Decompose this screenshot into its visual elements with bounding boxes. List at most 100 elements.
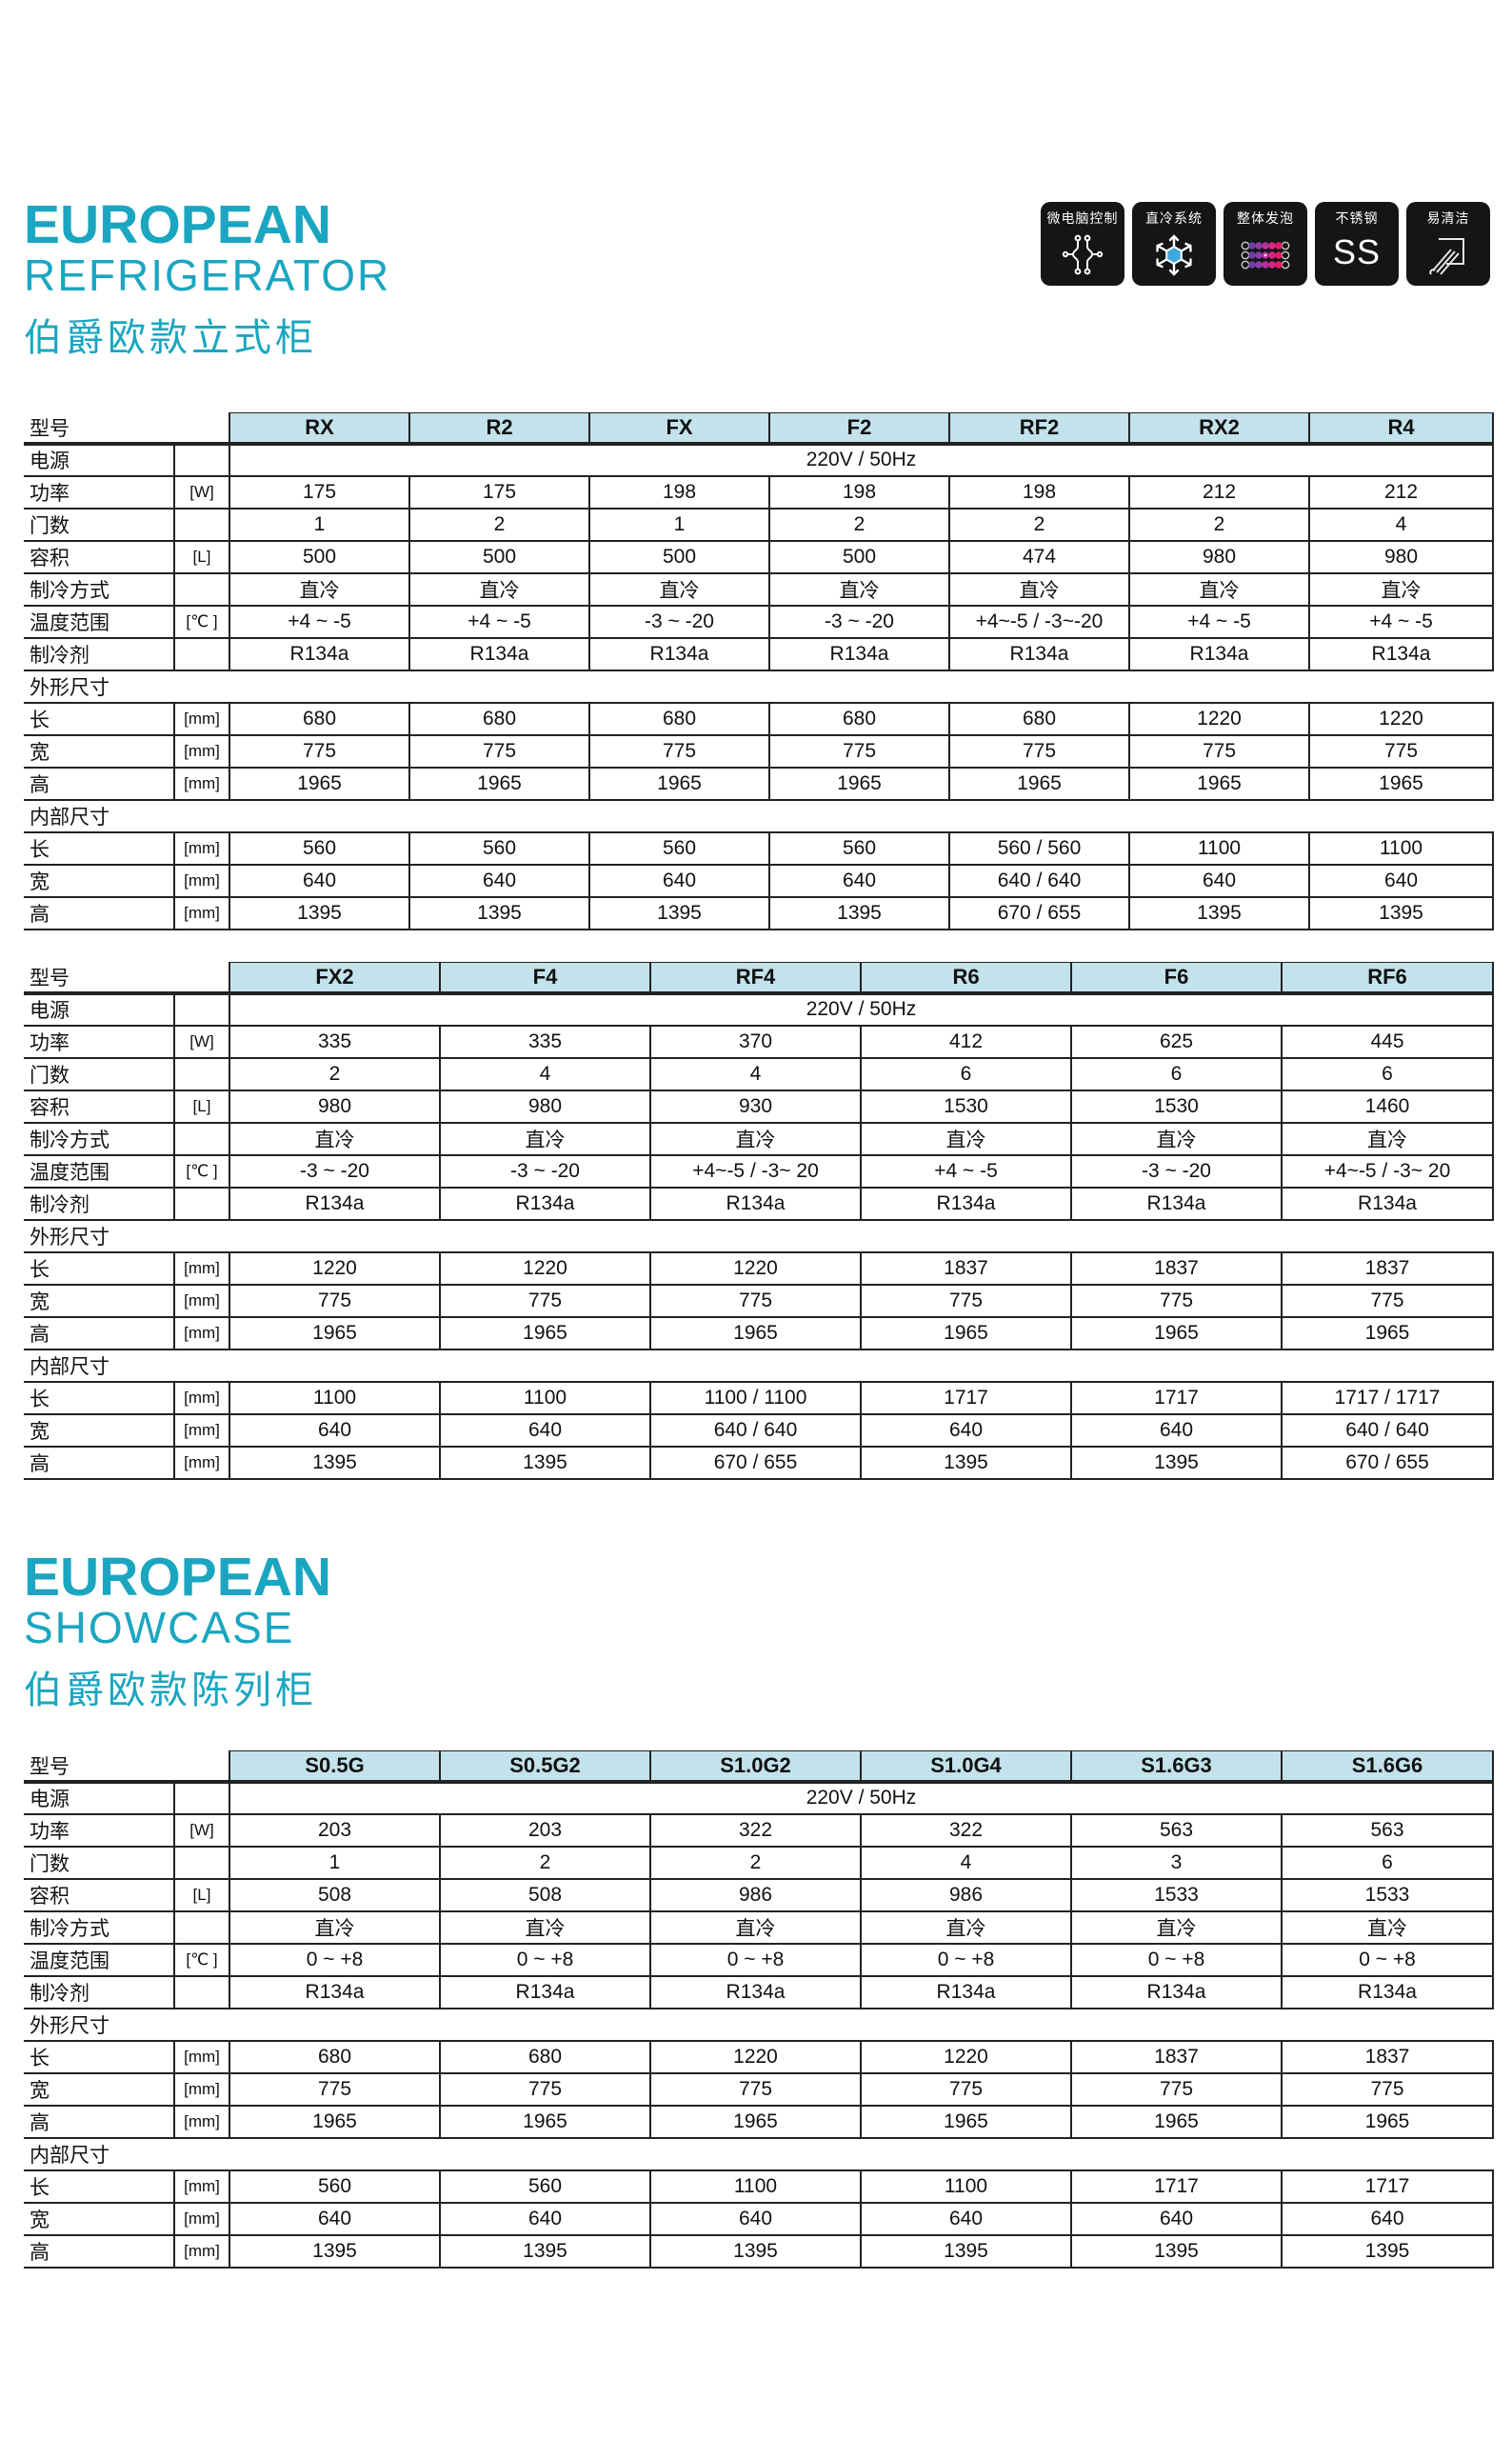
value-cell: 2 [769, 508, 950, 542]
value-cell: 1965 [861, 1316, 1072, 1350]
value-cell: 980 [1129, 540, 1310, 574]
unit-cell [174, 1910, 230, 1945]
unit-cell: [℃ ] [174, 605, 230, 639]
row-label-cell: 电源 [24, 443, 175, 477]
row-label-cell: 功率 [24, 1025, 175, 1059]
value-cell: 445 [1282, 1025, 1494, 1059]
spec-table: 型号 S0.5G S0.5G2 S1.0G2 S1.0G4 S1.6G3 S1.6G6 电源 2… [24, 1750, 1494, 2269]
value-cell: 775 [229, 1284, 441, 1318]
spec-row: 温度范围 [℃ ] -3 ~ -20 -3 ~ -20 +4~-5 / -3~ 20 +4… [24, 1154, 1494, 1189]
value-cell: 直冷 [650, 1122, 862, 1156]
value-cell: 203 [229, 1813, 441, 1848]
value-cell: 175 [409, 475, 590, 510]
unit-cell [174, 572, 230, 607]
unit-cell [174, 1846, 230, 1880]
value-cell: 直冷 [1309, 572, 1494, 607]
value-cell: 775 [229, 734, 410, 769]
value-cell: 474 [949, 540, 1130, 574]
value-cell: 1965 [1129, 767, 1310, 801]
ss-text: SS [1332, 232, 1382, 271]
unit-cell: [W] [174, 475, 230, 510]
value-cell: 1220 [229, 1251, 441, 1286]
model-header-cell: RF2 [948, 412, 1129, 446]
value-cell: -3 ~ -20 [1071, 1154, 1283, 1189]
value-cell: +4~-5 / -3~-20 [949, 605, 1130, 639]
value-cell: 1837 [1282, 1251, 1494, 1286]
value-cell: 1965 [440, 1316, 651, 1350]
badge-label: 直冷系统 [1145, 210, 1203, 226]
value-cell: 1965 [1309, 767, 1494, 801]
unit-cell: [mm] [174, 2105, 230, 2139]
unit-cell [174, 443, 230, 477]
row-label-cell: 高 [24, 1316, 175, 1350]
value-cell: 412 [861, 1025, 1072, 1059]
value-cell: 1220 [650, 2040, 862, 2074]
value-cell: 6 [1282, 1057, 1494, 1091]
value-cell: R134a [229, 1975, 441, 2009]
value-cell: 640 [1071, 2202, 1283, 2236]
refrigerator-spec-table-2: 型号 FX2 F4 RF4 R6 F6 RF6 电源 220V / 50Hz 功率 [W] 335 33… [24, 962, 1494, 1480]
value-cell: 1965 [1282, 1316, 1494, 1350]
value-cell: 175 [229, 475, 410, 510]
value-cell: R134a [1129, 637, 1310, 671]
value-cell: 640 [409, 864, 590, 898]
value-cell: +4 ~ -5 [861, 1154, 1072, 1189]
model-header-cell: FX [588, 412, 769, 446]
value-cell: 1100 [229, 1381, 441, 1415]
row-label-cell: 长 [24, 831, 175, 866]
spec-row: 高 [mm] 1965 1965 1965 1965 1965 1965 [24, 1316, 1494, 1350]
section2-title-line2: SHOWCASE [24, 1603, 295, 1652]
row-label-cell: 宽 [24, 2072, 175, 2107]
snowflake-icon [1132, 225, 1216, 286]
value-cell: 1965 [650, 1316, 862, 1350]
value-cell: 500 [229, 540, 410, 574]
value-cell: 986 [650, 1878, 862, 1912]
model-row-label: 型号 [24, 412, 229, 446]
row-label-cell: 宽 [24, 2202, 175, 2236]
value-cell: 775 [861, 2072, 1072, 2107]
row-label-cell: 高 [24, 2105, 175, 2139]
value-cell: 198 [589, 475, 770, 510]
value-cell: 1395 [409, 896, 590, 930]
model-header-cell: FX2 [229, 962, 440, 995]
value-cell: 直冷 [949, 572, 1130, 607]
spec-row: 外形尺寸 [24, 2008, 1493, 2042]
value-cell: 直冷 [1071, 1122, 1283, 1156]
value-cell: 1965 [949, 767, 1130, 801]
value-cell: 322 [650, 1813, 862, 1848]
value-cell: 640 [861, 1413, 1072, 1448]
power-supply-value-cell: 220V / 50Hz [229, 992, 1494, 1027]
row-label-cell: 宽 [24, 734, 175, 769]
value-cell: 直冷 [1282, 1122, 1494, 1156]
value-cell: 212 [1309, 475, 1494, 510]
value-cell: 640 / 640 [650, 1413, 862, 1448]
value-cell: 2 [409, 508, 590, 542]
value-cell: 1395 [440, 1446, 651, 1480]
value-cell: 2 [949, 508, 1130, 542]
value-cell: 370 [650, 1025, 862, 1059]
value-cell: 1965 [769, 767, 950, 801]
value-cell: R134a [949, 637, 1130, 671]
value-cell: 直冷 [861, 1910, 1072, 1945]
unit-cell: [L] [174, 1090, 230, 1124]
spec-row: 宽 [mm] 775 775 775 775 775 775 [24, 2072, 1494, 2107]
value-cell: 335 [440, 1025, 651, 1059]
value-cell: 1 [229, 1846, 441, 1880]
row-label-cell: 宽 [24, 864, 175, 898]
row-label-cell: 容积 [24, 1090, 175, 1124]
value-cell: 680 [769, 702, 950, 736]
value-cell: 560 [589, 831, 770, 866]
value-cell: 1395 [650, 2234, 862, 2269]
spec-row: 电源 220V / 50Hz [24, 443, 1494, 477]
value-cell: R134a [650, 1187, 862, 1221]
row-label-cell: 温度范围 [24, 605, 175, 639]
value-cell: R134a [650, 1975, 862, 2009]
value-cell: 1965 [861, 2105, 1072, 2139]
row-label-cell: 门数 [24, 1057, 175, 1091]
spec-row: 电源 220V / 50Hz [24, 992, 1494, 1027]
value-cell: 670 / 655 [1282, 1446, 1494, 1480]
row-label-cell: 电源 [24, 1781, 175, 1815]
value-cell: 775 [440, 1284, 651, 1318]
spec-row: 制冷方式 直冷 直冷 直冷 直冷 直冷 直冷 [24, 1122, 1494, 1156]
value-cell: 930 [650, 1090, 862, 1124]
